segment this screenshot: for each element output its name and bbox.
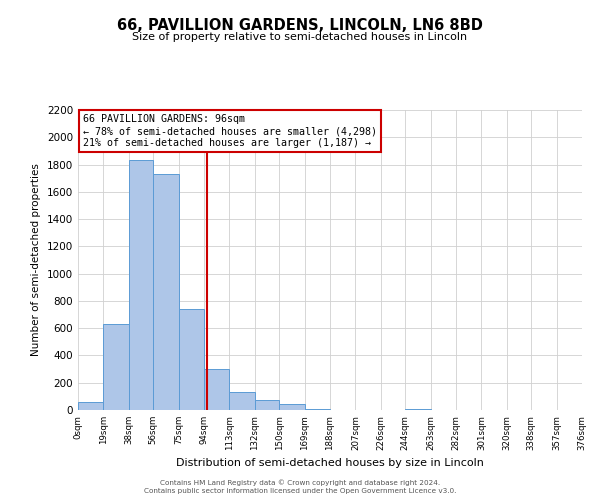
Bar xyxy=(405,408,431,410)
Bar xyxy=(204,369,229,410)
Y-axis label: Number of semi-detached properties: Number of semi-detached properties xyxy=(31,164,41,356)
Bar xyxy=(179,309,204,410)
Bar xyxy=(305,408,330,410)
Bar xyxy=(255,400,279,410)
Text: Contains HM Land Registry data © Crown copyright and database right 2024.
Contai: Contains HM Land Registry data © Crown c… xyxy=(144,479,456,494)
Bar xyxy=(229,392,255,410)
Text: 66, PAVILLION GARDENS, LINCOLN, LN6 8BD: 66, PAVILLION GARDENS, LINCOLN, LN6 8BD xyxy=(117,18,483,32)
Text: 66 PAVILLION GARDENS: 96sqm
← 78% of semi-detached houses are smaller (4,298)
21: 66 PAVILLION GARDENS: 96sqm ← 78% of sem… xyxy=(83,114,377,148)
Bar xyxy=(103,324,129,410)
X-axis label: Distribution of semi-detached houses by size in Lincoln: Distribution of semi-detached houses by … xyxy=(176,458,484,468)
Bar xyxy=(129,160,153,410)
Bar xyxy=(78,402,103,410)
Bar xyxy=(279,404,305,410)
Text: Size of property relative to semi-detached houses in Lincoln: Size of property relative to semi-detach… xyxy=(133,32,467,42)
Bar xyxy=(153,174,179,410)
